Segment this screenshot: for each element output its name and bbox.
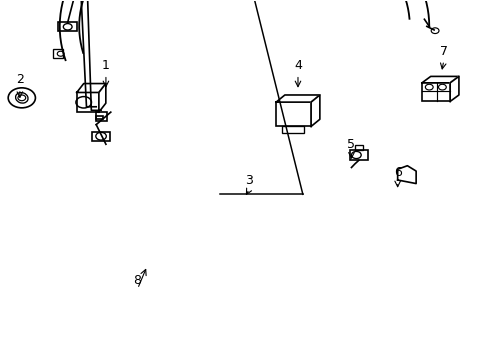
Text: 7: 7 — [439, 45, 447, 58]
Bar — [349, 150, 367, 160]
Polygon shape — [310, 95, 319, 126]
Bar — [276, 102, 310, 126]
Text: 6: 6 — [393, 166, 401, 179]
Bar — [282, 126, 303, 133]
Bar — [421, 83, 449, 102]
Bar — [77, 93, 99, 112]
Bar — [96, 112, 107, 121]
Polygon shape — [276, 95, 319, 102]
Text: 5: 5 — [347, 138, 355, 151]
Text: 3: 3 — [245, 174, 253, 186]
Text: 1: 1 — [102, 59, 110, 72]
Bar — [92, 132, 110, 141]
Text: 2: 2 — [16, 73, 24, 86]
Polygon shape — [99, 84, 105, 112]
Polygon shape — [421, 76, 458, 83]
Text: 4: 4 — [293, 59, 301, 72]
Polygon shape — [77, 84, 105, 93]
Bar — [354, 145, 362, 150]
Bar — [96, 116, 103, 118]
Bar — [59, 22, 77, 31]
Polygon shape — [449, 76, 458, 102]
Bar — [53, 49, 63, 58]
Polygon shape — [397, 166, 415, 184]
Text: 8: 8 — [133, 274, 141, 287]
